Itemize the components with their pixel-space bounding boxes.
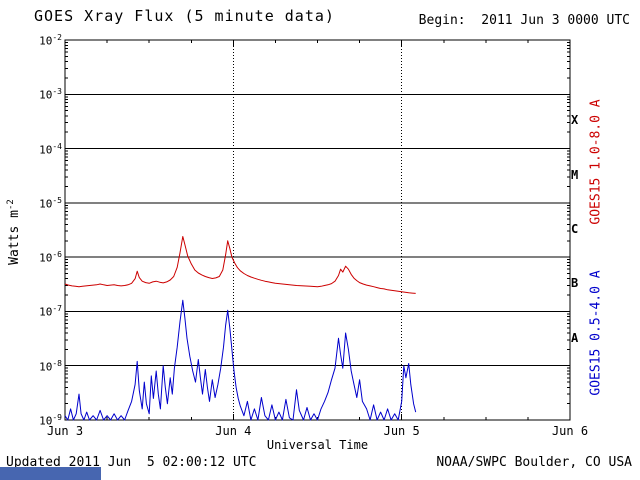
tick-marks xyxy=(64,39,571,421)
y-tick-label: 10-8 xyxy=(39,358,62,374)
bottom-left-blue-bar xyxy=(0,467,101,480)
source-credit: NOAA/SWPC Boulder, CO USA xyxy=(436,455,632,470)
y-axis-label-exponent: -2 xyxy=(5,199,16,211)
y-tick-label: 10-4 xyxy=(39,141,62,157)
plot-border xyxy=(64,39,571,421)
y-tick-label: 10-7 xyxy=(39,304,62,320)
flare-class-letter: B xyxy=(571,276,579,291)
series-line-1 xyxy=(64,299,417,421)
x-tick-label: Jun 6 xyxy=(551,424,589,438)
y-tick-label: 10-5 xyxy=(39,195,62,211)
begin-timestamp: Begin: 2011 Jun 3 0000 UTC xyxy=(418,13,630,28)
x-tick-label: Jun 5 xyxy=(383,424,420,438)
x-tick-label: Jun 4 xyxy=(215,424,252,438)
y-tick-label: 10-2 xyxy=(39,33,62,48)
series-blue-wavelength-label: GOES15 0.5-4.0 A xyxy=(588,270,604,396)
day-boundary-dotted-lines xyxy=(232,40,403,420)
x-axis-label: Universal Time xyxy=(266,438,369,452)
series-red-wavelength-label: GOES15 1.0-8.0 A xyxy=(588,99,604,225)
series-line-0 xyxy=(64,236,416,294)
y-tick-label: 10-9 xyxy=(39,413,62,428)
y-tick-label: 10-6 xyxy=(39,250,62,265)
flare-class-letter: A xyxy=(571,330,579,345)
decade-gridlines xyxy=(65,93,570,367)
y-tick-label: 10-3 xyxy=(39,87,62,102)
updated-timestamp: Updated 2011 Jun 5 02:00:12 UTC xyxy=(6,455,257,470)
flare-class-letter: X xyxy=(571,113,579,128)
flare-class-letter: C xyxy=(571,222,579,236)
flare-class-letter: M xyxy=(571,167,579,182)
x-tick-label: Jun 3 xyxy=(46,424,84,438)
chart-title: GOES Xray Flux (5 minute data) xyxy=(34,7,335,25)
